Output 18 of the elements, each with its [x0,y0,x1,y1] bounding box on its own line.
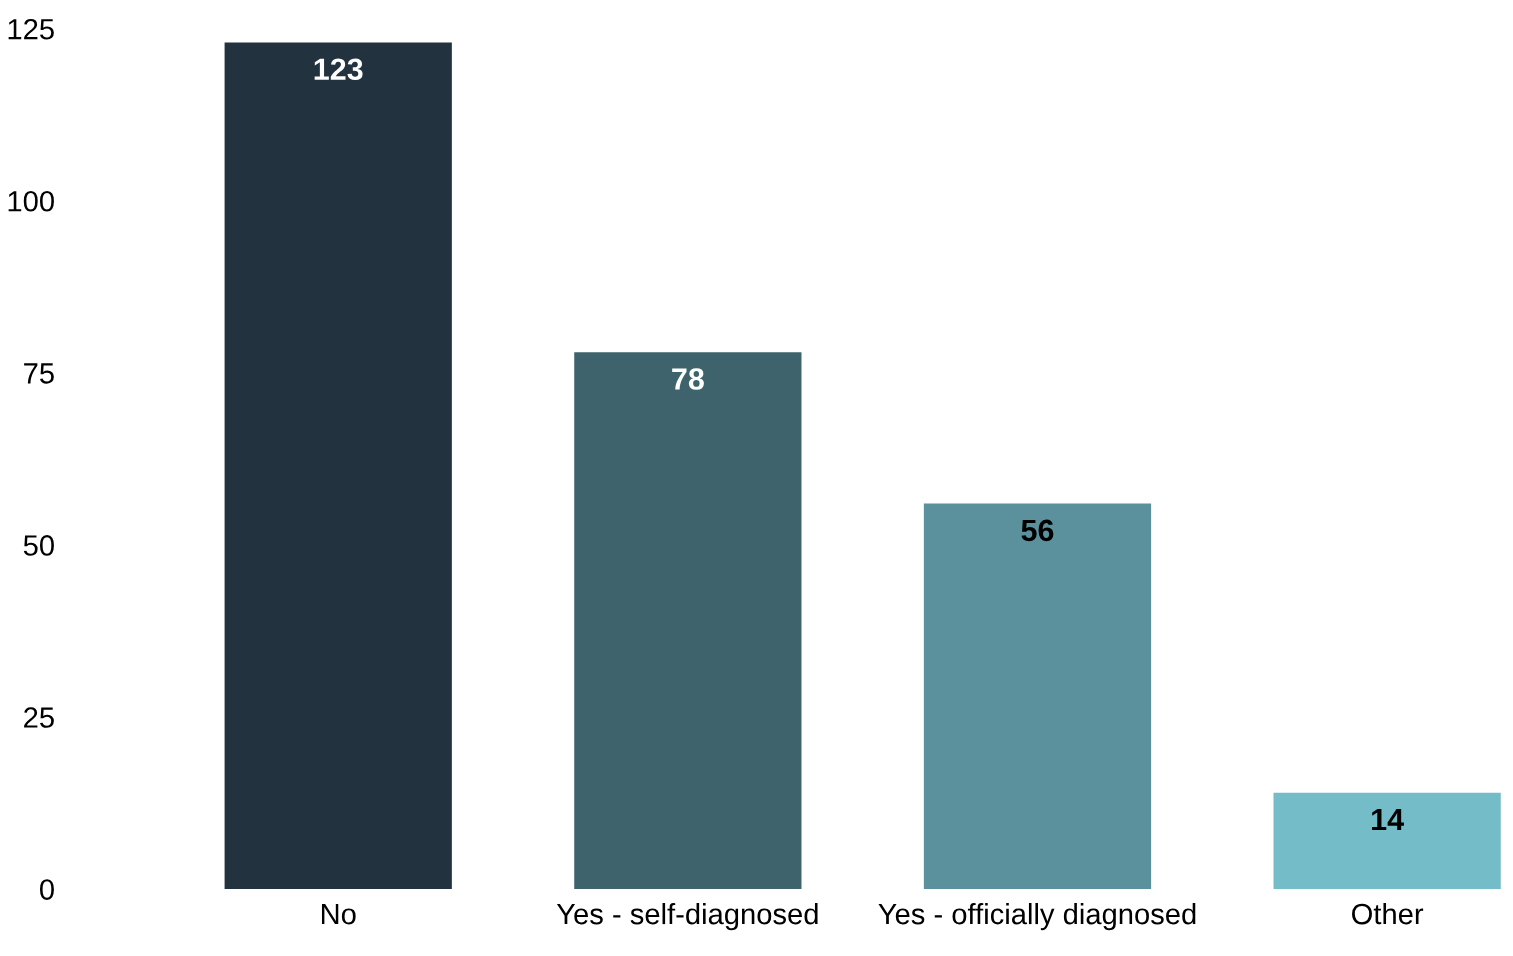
data-label: 78 [672,368,704,390]
y-tick-label: 50 [23,535,54,556]
data-label: 123 [314,58,363,81]
bar [224,42,452,890]
y-tick-label: 125 [8,18,54,40]
bar [1273,792,1501,890]
x-tick-label: No [321,904,356,925]
y-tick-label: 25 [24,707,54,728]
y-tick-label: 0 [39,879,54,900]
bar [923,503,1152,890]
x-tick-label: Yes - self-diagnosed [556,902,818,931]
x-tick-label: Yes - officially diagnosed [878,902,1196,931]
bar [574,352,802,890]
y-tick-label: 100 [8,190,54,212]
data-label: 14 [1372,808,1404,830]
x-tick-label: Other [1352,902,1424,925]
data-label: 56 [1021,519,1054,542]
y-tick-label: 75 [24,363,54,384]
